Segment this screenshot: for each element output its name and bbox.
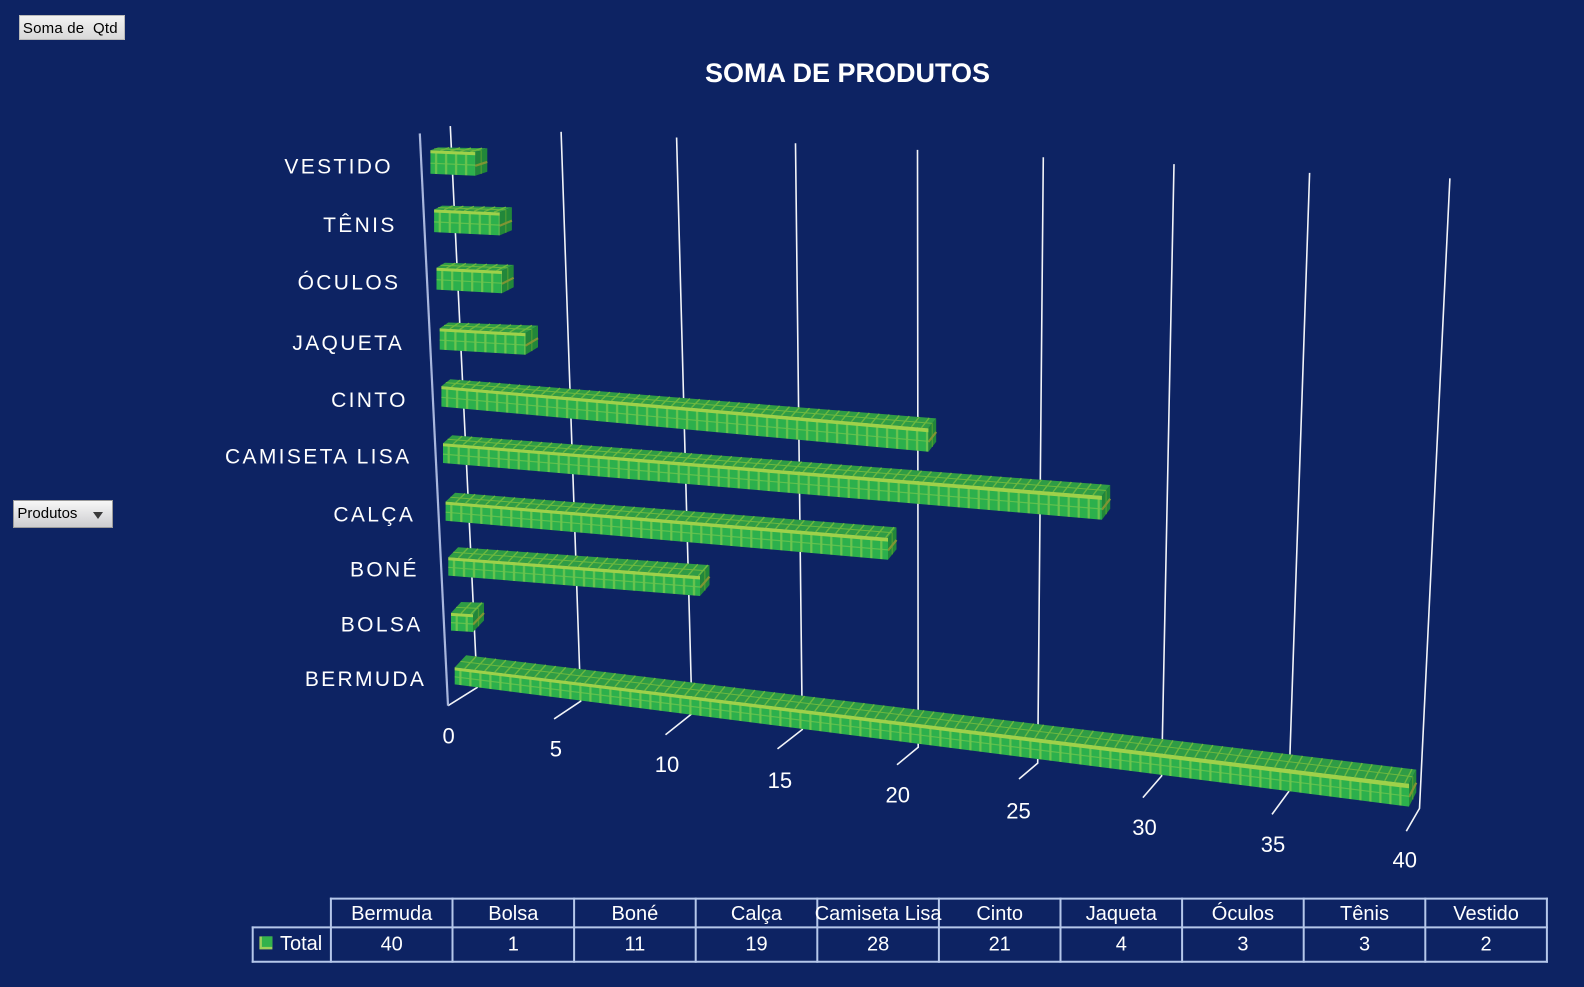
- svg-text:Jaqueta: Jaqueta: [1086, 903, 1158, 925]
- svg-text:CAMISETA LISA: CAMISETA LISA: [225, 446, 412, 469]
- svg-text:Camiseta Lisa: Camiseta Lisa: [815, 903, 943, 925]
- svg-text:TÊNIS: TÊNIS: [323, 214, 397, 237]
- svg-text:CALÇA: CALÇA: [333, 503, 415, 526]
- svg-text:40: 40: [1393, 848, 1417, 873]
- svg-text:1: 1: [508, 933, 519, 955]
- svg-text:BOLSA: BOLSA: [341, 613, 423, 636]
- svg-text:2: 2: [1481, 933, 1492, 955]
- svg-text:Bermuda: Bermuda: [351, 903, 433, 925]
- svg-text:25: 25: [1006, 799, 1030, 824]
- svg-text:ÓCULOS: ÓCULOS: [298, 272, 401, 295]
- svg-text:30: 30: [1132, 815, 1156, 840]
- svg-text:Óculos: Óculos: [1212, 902, 1274, 925]
- svg-text:0: 0: [442, 724, 454, 749]
- svg-text:21: 21: [989, 933, 1011, 955]
- svg-text:VESTIDO: VESTIDO: [284, 155, 393, 178]
- svg-text:Bolsa: Bolsa: [488, 903, 539, 925]
- svg-text:Vestido: Vestido: [1453, 903, 1519, 925]
- svg-text:CINTO: CINTO: [331, 389, 408, 412]
- svg-text:Tênis: Tênis: [1340, 903, 1389, 925]
- svg-text:Cinto: Cinto: [976, 903, 1023, 925]
- svg-text:JAQUETA: JAQUETA: [292, 332, 404, 355]
- svg-text:40: 40: [381, 933, 403, 955]
- svg-text:15: 15: [768, 768, 792, 793]
- svg-text:20: 20: [885, 783, 909, 808]
- svg-text:35: 35: [1261, 832, 1285, 857]
- svg-text:Calça: Calça: [731, 903, 783, 925]
- svg-text:4: 4: [1116, 933, 1127, 955]
- svg-text:10: 10: [655, 752, 679, 777]
- svg-text:BONÉ: BONÉ: [350, 558, 419, 581]
- svg-text:3: 3: [1237, 933, 1248, 955]
- svg-text:5: 5: [550, 737, 562, 762]
- svg-text:19: 19: [745, 933, 767, 955]
- svg-text:BERMUDA: BERMUDA: [305, 668, 426, 691]
- svg-text:28: 28: [867, 933, 889, 955]
- svg-text:Boné: Boné: [612, 903, 659, 925]
- svg-text:3: 3: [1359, 933, 1370, 955]
- svg-text:11: 11: [625, 933, 646, 955]
- svg-text:Total: Total: [280, 933, 322, 955]
